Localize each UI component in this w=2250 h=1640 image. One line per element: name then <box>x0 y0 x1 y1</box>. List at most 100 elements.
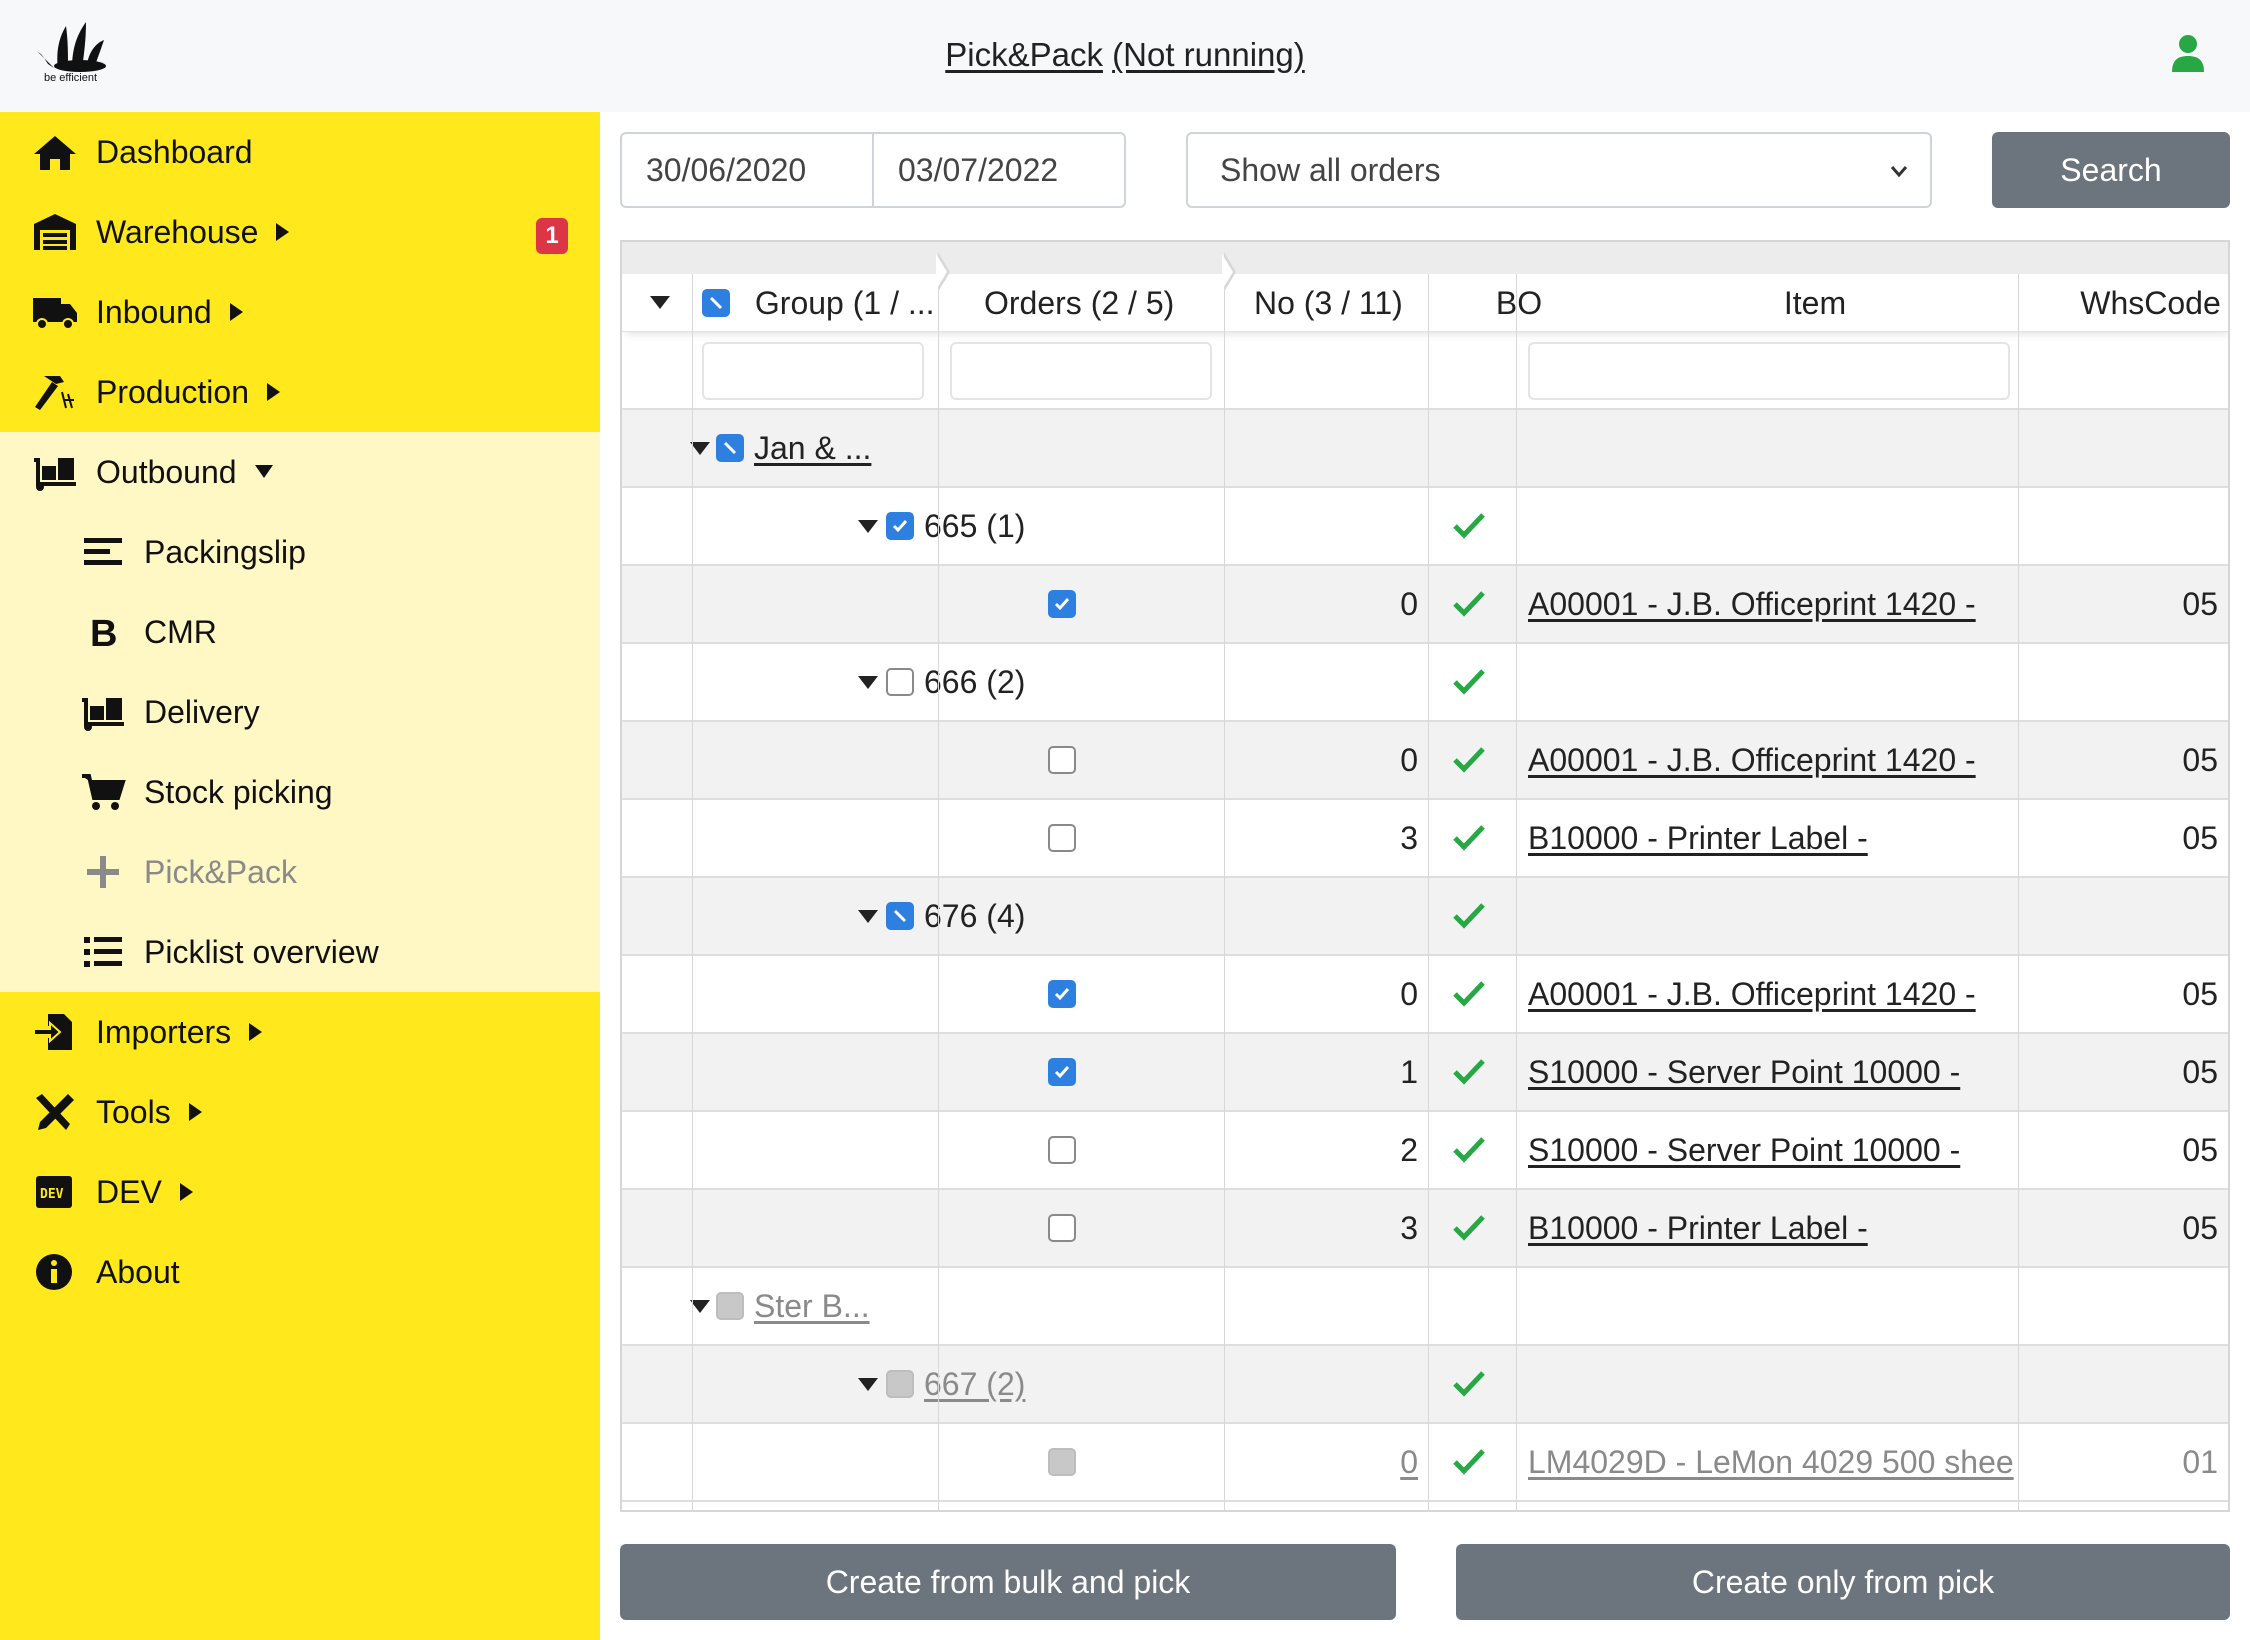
group-name-link[interactable]: Ster B... <box>754 1288 870 1324</box>
order-label[interactable]: 667 (2) <box>924 1366 1026 1402</box>
sidebar-subitem-packingslip[interactable]: Packingslip <box>0 512 600 592</box>
sidebar-subitem-pick-pack[interactable]: Pick&Pack <box>0 832 600 912</box>
item-link[interactable]: A00001 - J.B. Officeprint 1420 - <box>1528 742 1976 778</box>
item-filter-input[interactable] <box>1528 342 2010 400</box>
order-row[interactable]: 676 (4) <box>622 878 2228 956</box>
row-checkbox[interactable] <box>886 668 914 696</box>
sidebar-item-dev[interactable]: DEV DEV <box>0 1152 600 1232</box>
sidebar-item-about[interactable]: About <box>0 1232 600 1312</box>
orders-filter-input[interactable] <box>950 342 1212 400</box>
sidebar-subitem-picklist-overview[interactable]: Picklist overview <box>0 912 600 992</box>
table-row[interactable]: 0 LM4029D - LeMon 4029 500 shee 01 <box>622 1424 2228 1502</box>
item-link[interactable]: B10000 - Printer Label - <box>1528 820 1868 856</box>
user-icon[interactable] <box>2170 34 2206 74</box>
column-header-bo[interactable]: BO <box>1495 285 1543 321</box>
expand-order-icon[interactable] <box>858 910 878 923</box>
top-header: be efficient Pick&Pack (Not running) <box>0 0 2250 112</box>
table-row[interactable]: 3 B10000 - Printer Label - 05 <box>622 800 2228 878</box>
item-link[interactable]: S10000 - Server Point 10000 - <box>1528 1132 1961 1168</box>
group-row[interactable]: Jan & ... <box>622 410 2228 488</box>
group-row[interactable]: Ster B... <box>622 1268 2228 1346</box>
sidebar-subitem-cmr[interactable]: B CMR <box>0 592 600 672</box>
column-header-orders[interactable]: Orders (2 / 5) <box>984 285 1175 321</box>
app-title-link[interactable]: Pick&Pack <box>945 36 1103 73</box>
date-to-input[interactable]: 03/07/2022 <box>872 132 1126 208</box>
row-checkbox[interactable] <box>1048 746 1076 774</box>
sidebar-item-label: About <box>96 1254 180 1290</box>
svg-text:B: B <box>90 613 117 652</box>
item-link[interactable]: B10000 - Printer Label - <box>1528 1210 1868 1246</box>
expand-all-icon[interactable] <box>650 296 670 309</box>
row-checkbox[interactable] <box>1048 1136 1076 1164</box>
column-header-no[interactable]: No (3 / 11) <box>1254 285 1403 321</box>
info-icon <box>36 1254 72 1290</box>
group-name-link[interactable]: Jan & ... <box>754 430 872 466</box>
row-checkbox[interactable] <box>886 902 914 930</box>
order-filter-select[interactable]: Show all orders <box>1186 132 1932 208</box>
row-checkbox[interactable] <box>1048 824 1076 852</box>
row-checkbox[interactable] <box>1048 1058 1076 1086</box>
group-filter-input[interactable] <box>702 342 924 400</box>
item-link[interactable]: A00001 - J.B. Officeprint 1420 - <box>1528 976 1976 1012</box>
row-checkbox[interactable] <box>886 1370 914 1398</box>
row-checkbox[interactable] <box>886 512 914 540</box>
column-divider <box>938 274 939 1510</box>
column-header-group[interactable]: Group (1 / ... <box>702 274 932 332</box>
truck-icon <box>33 298 77 330</box>
home-icon <box>34 136 76 170</box>
caret-right-icon <box>266 382 280 401</box>
order-row[interactable]: 667 (2) <box>622 1346 2228 1424</box>
logo-text: be efficient <box>44 72 98 84</box>
row-checkbox[interactable] <box>716 1292 744 1320</box>
column-divider <box>1224 274 1225 1510</box>
sidebar-subitem-stock-picking[interactable]: Stock picking <box>0 752 600 832</box>
table-row[interactable]: 0 A00001 - J.B. Officeprint 1420 - 05 <box>622 566 2228 644</box>
sidebar-item-inbound[interactable]: Inbound <box>0 272 600 352</box>
sidebar-item-tools[interactable]: Tools <box>0 1072 600 1152</box>
expand-order-icon[interactable] <box>858 676 878 689</box>
table-row[interactable]: 0 A00001 - J.B. Officeprint 1420 - 05 <box>622 722 2228 800</box>
create-only-from-pick-button[interactable]: Create only from pick <box>1456 1544 2230 1620</box>
table-row[interactable]: 0 A00001 - J.B. Officeprint 1420 - 05 <box>622 956 2228 1034</box>
order-row[interactable]: 665 (1) <box>622 488 2228 566</box>
row-checkbox[interactable] <box>1048 590 1076 618</box>
sidebar-subitem-delivery[interactable]: Delivery <box>0 672 600 752</box>
date-from-input[interactable]: 30/06/2020 <box>620 132 874 208</box>
table-row[interactable]: 3 B10000 - Printer Label - 05 <box>622 1190 2228 1268</box>
expand-order-icon[interactable] <box>858 1378 878 1391</box>
sidebar-item-warehouse[interactable]: Warehouse 1 <box>0 192 600 272</box>
table-row[interactable]: 2 S10000 - Server Point 10000 - 05 <box>622 1112 2228 1190</box>
row-checkbox[interactable] <box>1048 1448 1076 1476</box>
item-link[interactable]: S10000 - Server Point 10000 - <box>1528 1054 1961 1090</box>
sidebar-item-production[interactable]: Production <box>0 352 600 432</box>
column-header-whscode[interactable]: WhsCode <box>2080 285 2221 321</box>
table-row[interactable]: 1 S10000 - Server Point 10000 - 05 <box>622 1034 2228 1112</box>
expand-order-icon[interactable] <box>858 520 878 533</box>
column-header-item[interactable]: Item <box>1783 285 1847 321</box>
row-checkbox[interactable] <box>1048 980 1076 1008</box>
notification-badge: 1 <box>536 218 568 254</box>
line-number: 2 <box>1400 1132 1418 1168</box>
run-status[interactable]: (Not running) <box>1112 36 1305 73</box>
check-icon <box>1453 1215 1485 1241</box>
item-link[interactable]: LM4029D - LeMon 4029 500 shee <box>1528 1444 2014 1480</box>
row-checkbox[interactable] <box>1048 1214 1076 1242</box>
caret-right-icon <box>276 222 290 241</box>
expand-group-icon[interactable] <box>690 442 710 455</box>
item-link[interactable]: A00001 - J.B. Officeprint 1420 - <box>1528 586 1976 622</box>
sidebar-item-importers[interactable]: Importers <box>0 992 600 1072</box>
sidebar-item-label: CMR <box>144 614 217 650</box>
check-icon <box>1453 513 1485 539</box>
expand-group-icon[interactable] <box>690 1300 710 1313</box>
order-row[interactable]: 666 (2) <box>622 644 2228 722</box>
sidebar-item-outbound[interactable]: Outbound <box>0 432 600 512</box>
company-logo[interactable]: be efficient <box>28 14 128 94</box>
row-checkbox[interactable] <box>716 434 744 462</box>
sidebar-item-dashboard[interactable]: Dashboard <box>0 112 600 192</box>
group-select-checkbox[interactable] <box>702 288 730 317</box>
create-from-bulk-and-pick-button[interactable]: Create from bulk and pick <box>620 1544 1396 1620</box>
order-label: 676 (4) <box>924 898 1026 934</box>
align-left-icon <box>84 538 122 565</box>
search-button[interactable]: Search <box>1992 132 2230 208</box>
dev-icon: DEV <box>36 1176 72 1208</box>
